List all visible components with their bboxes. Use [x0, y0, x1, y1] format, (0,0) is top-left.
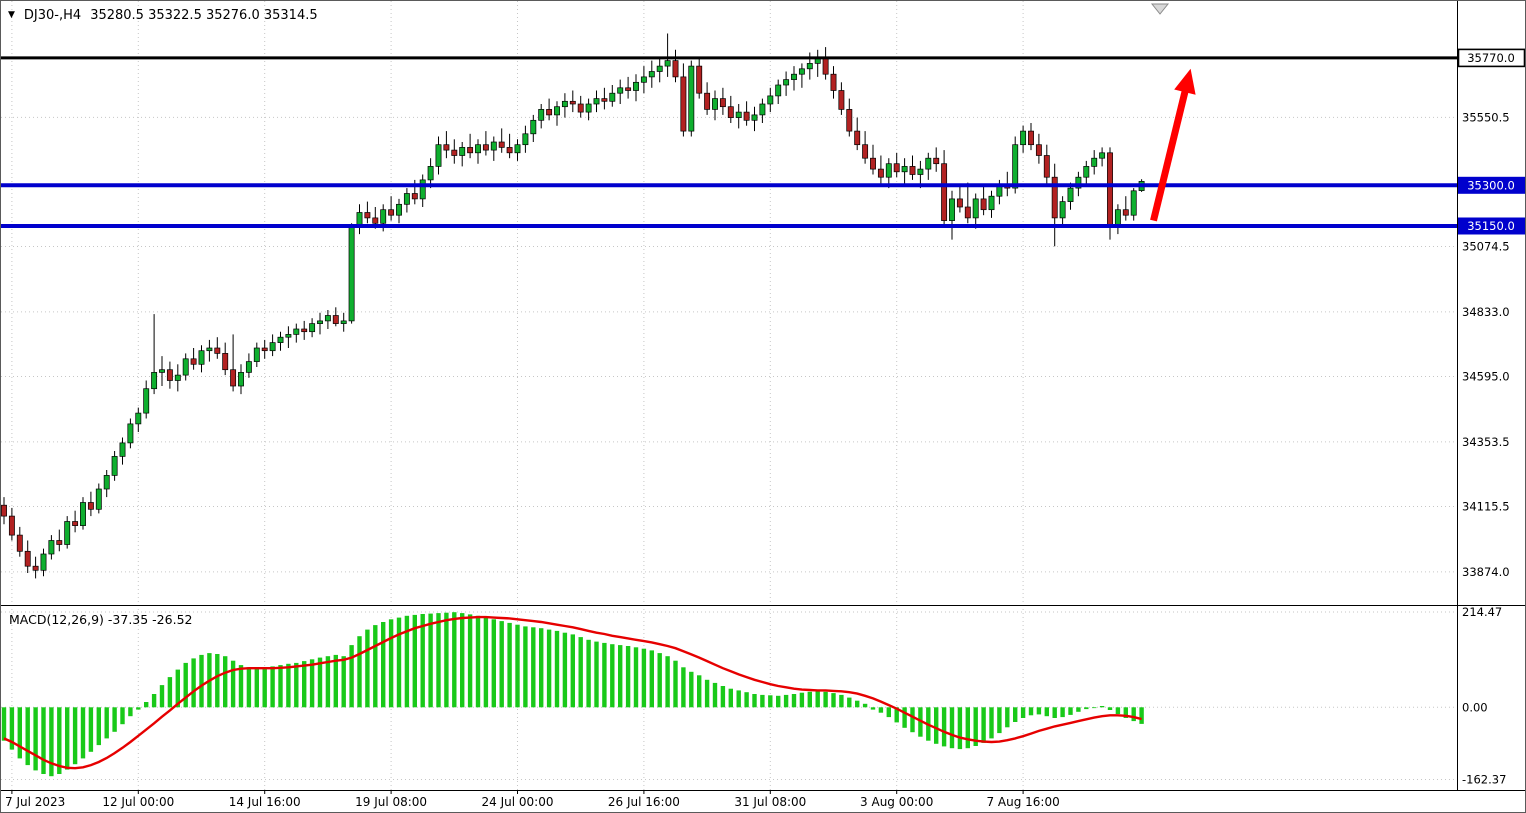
svg-text:-162.37: -162.37	[1462, 773, 1506, 787]
svg-text:34833.0: 34833.0	[1462, 305, 1510, 319]
svg-text:35770.0: 35770.0	[1467, 51, 1515, 65]
svg-text:34595.0: 34595.0	[1462, 370, 1510, 384]
svg-text:19 Jul 08:00: 19 Jul 08:00	[355, 795, 427, 809]
price-badge: 35150.0	[1458, 217, 1525, 235]
symbol-dropdown-icon[interactable]: ▼	[8, 10, 15, 20]
symbol-name: DJ30-,H4	[23, 8, 82, 23]
svg-text:3 Aug 00:00: 3 Aug 00:00	[860, 795, 933, 809]
macd-signal-line	[3, 615, 1142, 770]
svg-text:7 Jul 2023: 7 Jul 2023	[5, 795, 65, 809]
symbol-title: ▼ DJ30-,H4 35280.5 35322.5 35276.0 35314…	[8, 8, 318, 23]
svg-text:34115.5: 34115.5	[1462, 500, 1510, 514]
macd-indicator-label: MACD(12,26,9) -37.35 -26.52	[9, 612, 193, 627]
svg-text:35150.0: 35150.0	[1467, 219, 1515, 233]
trend-arrow[interactable]	[1150, 68, 1196, 222]
price-badge: 35300.0	[1458, 176, 1525, 194]
svg-text:34353.5: 34353.5	[1462, 435, 1510, 449]
svg-text:33874.0: 33874.0	[1462, 565, 1510, 579]
svg-text:14 Jul 16:00: 14 Jul 16:00	[229, 795, 301, 809]
time-axis[interactable]: 7 Jul 2023 12 Jul 00:00 14 Jul 16:00 19 Jul…	[5, 790, 1060, 809]
candles-layer[interactable]	[1, 33, 1145, 579]
svg-text:7 Aug 16:00: 7 Aug 16:00	[986, 795, 1059, 809]
svg-text:31 Jul 08:00: 31 Jul 08:00	[734, 795, 806, 809]
chart-shift-marker-icon[interactable]	[1150, 3, 1170, 15]
panel-separators	[1, 1, 1525, 791]
price-axis[interactable]: 35550.5 35074.5 34833.0 34595.0 34353.5 34115…	[1462, 110, 1510, 579]
price-badge: 35770.0	[1457, 48, 1525, 68]
symbol-ohlc: 35280.5 35322.5 35276.0 35314.5	[90, 8, 318, 23]
svg-text:24 Jul 00:00: 24 Jul 00:00	[482, 795, 554, 809]
svg-text:214.47: 214.47	[1462, 605, 1502, 619]
svg-text:35300.0: 35300.0	[1467, 178, 1515, 192]
svg-text:35074.5: 35074.5	[1462, 240, 1510, 254]
svg-text:0.00: 0.00	[1462, 700, 1488, 714]
indicator-axis[interactable]: 214.47 0.00 -162.37	[1462, 605, 1506, 787]
svg-text:12 Jul 00:00: 12 Jul 00:00	[102, 795, 174, 809]
macd-histogram	[1, 612, 1144, 777]
svg-text:35550.5: 35550.5	[1462, 110, 1510, 124]
svg-text:26 Jul 16:00: 26 Jul 16:00	[608, 795, 680, 809]
